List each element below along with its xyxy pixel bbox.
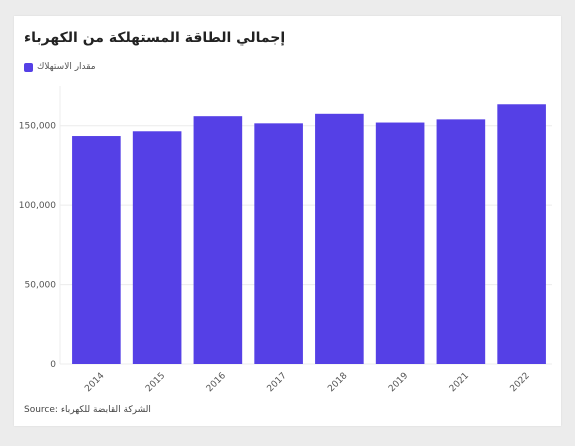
x-tick-label: 2016 — [205, 371, 228, 394]
bar — [375, 122, 425, 364]
x-tick-label: 2018 — [326, 371, 349, 394]
bar — [315, 113, 364, 364]
bar — [132, 131, 182, 364]
bar — [254, 123, 303, 365]
bar — [497, 104, 546, 365]
x-tick-label: 2017 — [266, 371, 289, 394]
x-tick-label: 2015 — [144, 371, 167, 394]
legend-label: مقدار الاستهلاك — [37, 62, 96, 72]
x-tick-label: 2014 — [83, 371, 106, 394]
x-tick-label: 2022 — [509, 371, 532, 394]
x-tick-label: 2021 — [448, 371, 471, 394]
y-tick-label: 150,000 — [19, 122, 56, 132]
bar — [193, 116, 243, 364]
source-note: Source: الشركة القابضة للكهرباء — [24, 405, 151, 415]
y-tick-label: 0 — [50, 360, 56, 370]
y-tick-label: 50,000 — [25, 281, 57, 291]
source-text: الشركة القابضة للكهرباء — [60, 405, 151, 415]
chart-title: إجمالي الطاقة المستهلكة من الكهرباء — [24, 30, 286, 46]
y-tick-label: 100,000 — [19, 201, 56, 211]
legend: مقدار الاستهلاك — [24, 60, 96, 74]
chart-card: إجمالي الطاقة المستهلكة من الكهرباء مقدا… — [14, 16, 561, 426]
bar — [436, 119, 486, 364]
legend-swatch — [24, 62, 33, 72]
bar — [72, 136, 121, 364]
x-tick-label: 2019 — [387, 371, 410, 394]
bar-chart: 0 50,000 100,000 150,000 2014 2015 2016 2017 201… — [19, 86, 552, 394]
source-label: Source: — [24, 405, 58, 415]
